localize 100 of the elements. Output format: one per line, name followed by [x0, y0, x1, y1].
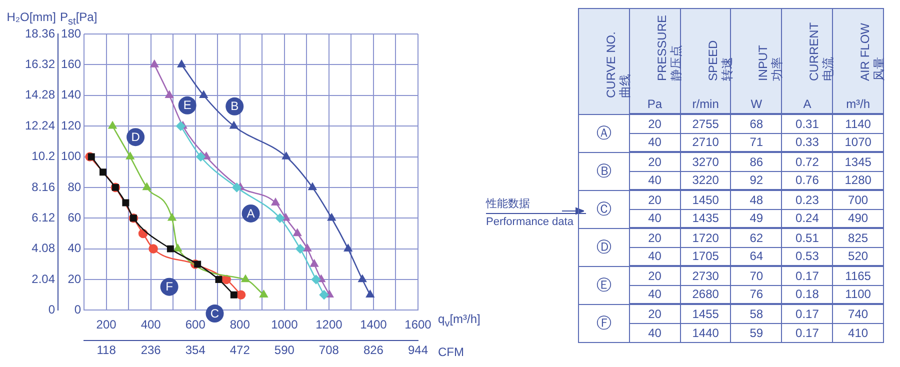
text: 1070	[844, 135, 872, 150]
x2-tick-label: 826	[363, 343, 384, 358]
y-tick-label: 120	[61, 118, 82, 132]
text: 86	[750, 154, 764, 169]
y-tick-label: 60	[68, 210, 82, 224]
category-label: Ⓕ	[596, 314, 612, 332]
category-label: CURRENT 电流 A	[803, 22, 836, 111]
y2-tick-label: 18.36	[25, 26, 56, 40]
text: 20	[648, 268, 662, 283]
text: 0.31	[796, 116, 819, 131]
text: 1345	[844, 154, 872, 169]
x2-tick-label: 236	[140, 343, 162, 358]
y-tick-label: 40	[68, 241, 82, 256]
y-tick-label: 180	[61, 26, 82, 40]
text: 性能数据	[486, 197, 531, 212]
text: 20	[648, 116, 662, 131]
y2-tick-label: 12.24	[25, 118, 56, 132]
y2-tick-label: 0	[48, 302, 56, 317]
text: 40	[648, 173, 662, 188]
series-label: F	[166, 280, 173, 294]
text: 0.24	[796, 211, 819, 226]
x-tick-label: 1400	[360, 318, 388, 332]
text: 20	[648, 230, 662, 245]
y-tick-label: 160	[61, 57, 82, 71]
x2-tick-label: 590	[274, 343, 295, 358]
text: 1450	[692, 192, 719, 207]
text: 2680	[692, 287, 719, 302]
text: 1140	[845, 116, 871, 131]
text: 1720	[692, 230, 719, 245]
text: 1705	[692, 249, 719, 264]
x2-tick-label: 944	[408, 343, 428, 358]
text: 0.72	[796, 154, 819, 169]
y2-tick-label: 10.2	[32, 149, 56, 164]
x2-axis-title: CFM	[438, 344, 464, 359]
text: 0.51	[796, 230, 819, 245]
series-label: C	[210, 306, 220, 320]
text: 40	[648, 249, 662, 264]
text: 0.17	[796, 268, 819, 283]
x-tick-label: 800	[230, 318, 250, 332]
x-tick-label: 600	[185, 318, 206, 332]
x-tick-label: 1600	[404, 318, 432, 332]
category-label: INPUT 功率 W	[750, 45, 784, 111]
category-label: Ⓒ	[596, 200, 612, 218]
text: 40	[648, 211, 662, 226]
series-label: D	[131, 130, 140, 144]
text: 40	[648, 135, 662, 150]
text: 40	[648, 287, 662, 302]
text: 0.17	[796, 306, 819, 321]
y2-tick-label: 6.12	[32, 210, 56, 224]
y-tick-label: 0	[74, 302, 82, 317]
text: 20	[648, 154, 662, 169]
text: 92	[750, 173, 764, 188]
text: 70	[750, 268, 764, 283]
text: 490	[848, 211, 868, 226]
x-tick-label: 1200	[316, 318, 343, 332]
text: 48	[750, 192, 764, 207]
category-label: Ⓔ	[596, 276, 612, 294]
text: 1165	[845, 268, 871, 283]
text: 20	[648, 306, 662, 321]
x2-tick-label: 472	[230, 343, 250, 358]
text: 3220	[692, 173, 719, 188]
text: Performance data	[486, 213, 586, 230]
y2-tick-label: 14.28	[25, 88, 56, 102]
text: 40	[648, 326, 662, 340]
x2-tick-label: 708	[318, 343, 340, 358]
text: 2730	[692, 268, 719, 283]
text: 59	[750, 326, 764, 340]
text: 58	[750, 306, 764, 321]
x2-tick-label: 118	[96, 343, 116, 358]
text: 76	[750, 287, 764, 302]
text: CURVE NO. 曲线	[604, 30, 632, 98]
category-label: Ⓓ	[596, 238, 612, 256]
x-tick-label: 400	[140, 318, 162, 332]
y-tick-label: 100	[61, 149, 82, 164]
category-label: SPEED 转速 r/min	[692, 40, 734, 111]
series-label: E	[183, 98, 192, 112]
text: 0.76	[796, 173, 819, 188]
text: 2710	[692, 135, 719, 150]
text: 1455	[692, 306, 719, 321]
x-tick-label: 200	[96, 318, 117, 332]
text: 68	[750, 116, 764, 131]
y-tick-label: 80	[68, 180, 82, 194]
text: 700	[848, 192, 868, 207]
category-label: Ⓑ	[596, 162, 612, 180]
y-axis-title: P$_{st}$[Pa]	[60, 10, 98, 28]
text: 0.23	[796, 192, 819, 207]
text: 825	[848, 230, 868, 245]
category-label: Ⓐ	[596, 124, 612, 142]
x2-tick-label: 354	[185, 343, 206, 358]
text: 20	[648, 192, 662, 207]
text: 0.53	[796, 249, 819, 264]
y2-axis-title: H₂O[mm]	[6, 10, 56, 24]
text: 0.17	[796, 326, 819, 340]
y2-tick-label: 4.08	[32, 241, 56, 256]
category-label: PRESSURE 静压点 Pa	[647, 14, 683, 111]
x-axis-title: q$_{v}$[m³/h]	[438, 312, 480, 330]
text: 62	[750, 230, 764, 245]
text: 520	[848, 249, 868, 264]
y-tick-label: 140	[61, 88, 82, 102]
text: 0.33	[796, 135, 819, 150]
